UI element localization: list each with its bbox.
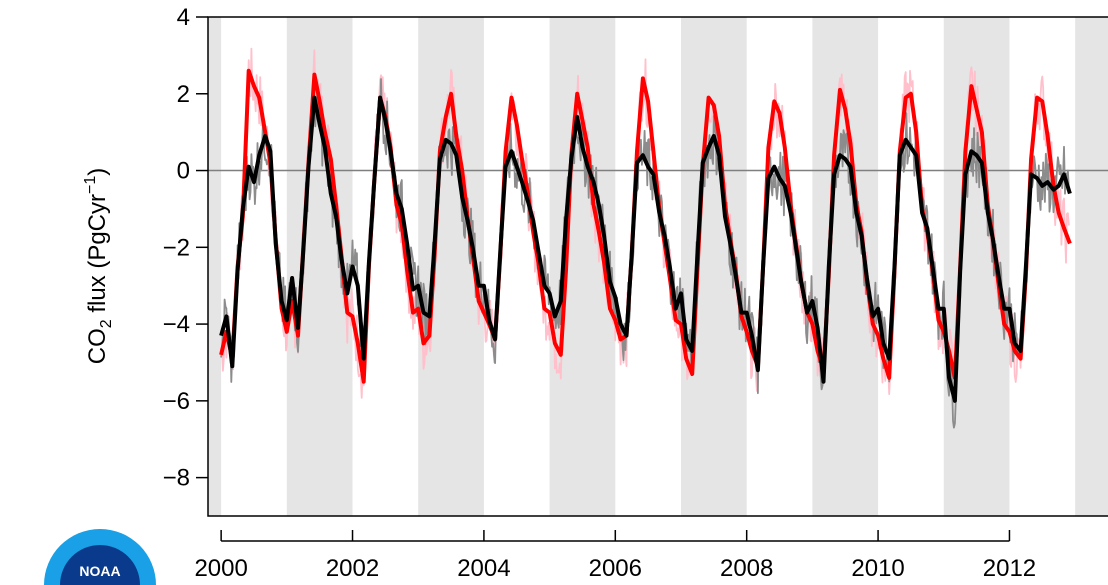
shaded-band-1999	[208, 17, 222, 516]
series-line-1	[219, 95, 1072, 403]
y-tick-label-3: −2	[163, 234, 190, 261]
shaded-band-2013	[1075, 17, 1108, 516]
noaa-logo-text: NOAA	[79, 563, 120, 579]
y-axis-title: CO2 flux (PgCyr−1)	[82, 168, 115, 365]
x-axis: 2000 2002 2004 2006 2008 2010 2012	[194, 530, 1036, 582]
x-tick-label-5: 2010	[851, 555, 904, 582]
y-tick-label-4: −4	[163, 311, 190, 338]
x-tick-label-0: 2000	[194, 555, 247, 582]
y-tick-label-0: 4	[177, 4, 190, 31]
plot-frame	[207, 16, 1108, 517]
x-tick-label-4: 2008	[720, 555, 773, 582]
x-tick-label-6: 2012	[983, 555, 1036, 582]
x-tick-label-2: 2004	[457, 555, 510, 582]
x-tick-label-3: 2006	[589, 555, 642, 582]
noaa-logo: NOAA	[44, 529, 156, 585]
y-tick-label-5: −6	[163, 388, 190, 415]
y-axis: 4 2 0 −2 −4 −6 −8	[163, 4, 208, 492]
x-tick-label-1: 2002	[326, 555, 379, 582]
smoothed-series	[219, 68, 1072, 403]
y-tick-label-1: 2	[177, 81, 190, 108]
y-tick-label-2: 0	[177, 158, 190, 185]
y-tick-label-6: −8	[163, 465, 190, 492]
noaa-logo-dark-arc	[60, 545, 140, 585]
shaded-band-2009	[812, 17, 879, 516]
